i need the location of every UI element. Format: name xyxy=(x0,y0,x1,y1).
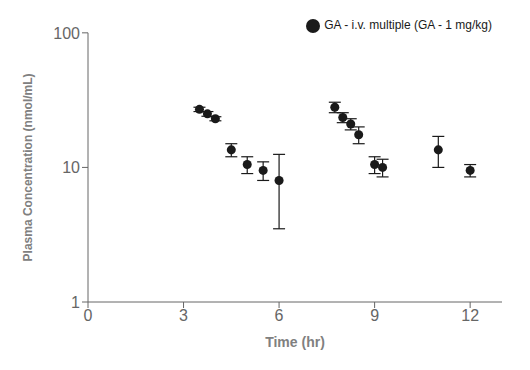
html-text:GA - i.v. multiple (GA - 1 mg/: GA - i.v. multiple (GA - 1 mg/kg) xyxy=(324,18,492,32)
svg-text:6: 6 xyxy=(275,307,284,324)
svg-text:0: 0 xyxy=(84,307,93,324)
svg-text:10: 10 xyxy=(62,159,80,176)
svg-text:Plasma Concentration (nmol/mL): Plasma Concentration (nmol/mL) xyxy=(21,73,35,261)
svg-text:Time (hr): Time (hr) xyxy=(265,334,325,350)
svg-text:12: 12 xyxy=(461,307,479,324)
svg-text:100: 100 xyxy=(53,25,80,42)
svg-text:9: 9 xyxy=(370,307,379,324)
svg-text:3: 3 xyxy=(179,307,188,324)
svg-text:1: 1 xyxy=(71,294,80,311)
